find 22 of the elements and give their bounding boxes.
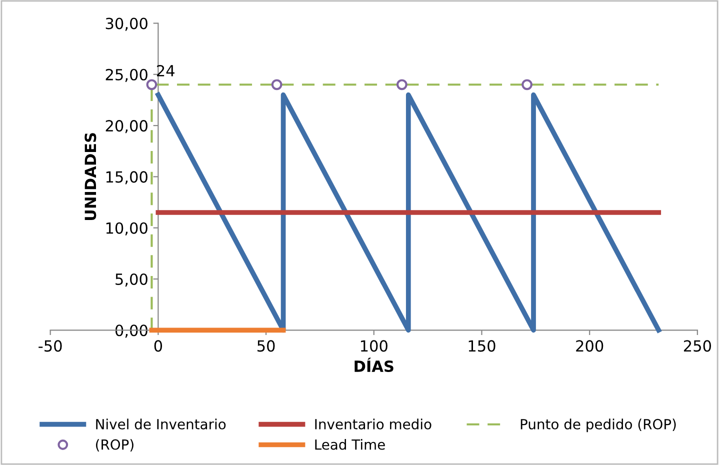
y-tick-label: 10,00 xyxy=(106,222,148,236)
x-axis-title: DÍAS xyxy=(354,358,394,372)
legend-label: Punto de pedido (ROP) xyxy=(520,418,676,432)
y-tick-label: 25,00 xyxy=(106,68,148,82)
x-tick-label: 100 xyxy=(360,340,388,352)
legend-label: Nivel de Inventario xyxy=(96,418,226,430)
legend-label: (ROP) xyxy=(96,439,134,452)
x-tick-label: 0 xyxy=(154,340,162,352)
x-tick-label: 200 xyxy=(576,340,604,352)
x-tick-label: 250 xyxy=(684,340,711,352)
y-tick-label: 5,00 xyxy=(116,273,148,287)
legend-label: Inventario medio xyxy=(315,418,432,430)
legend-label: Lead Time xyxy=(315,439,385,450)
y-tick-label: 20,00 xyxy=(106,120,148,134)
x-tick-label: 50 xyxy=(257,340,275,352)
y-axis-title: UNIDADES xyxy=(84,133,96,220)
x-tick-label: 150 xyxy=(468,340,496,352)
y-tick-label: 30,00 xyxy=(106,18,148,31)
y-tick-label: 0,00 xyxy=(115,324,148,338)
x-tick-label: -50 xyxy=(38,340,62,352)
annotation: 24 xyxy=(156,64,174,76)
y-tick-label: 15,00 xyxy=(106,171,148,184)
